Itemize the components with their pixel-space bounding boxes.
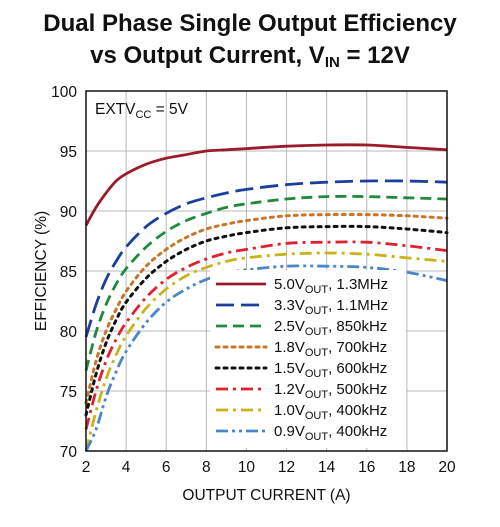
- series-line-4: [84, 224, 449, 417]
- y-tick-label: 95: [60, 144, 77, 161]
- x-tick-label: 8: [202, 459, 211, 476]
- title-end: = 12V: [339, 42, 410, 69]
- series-line-1: [84, 179, 448, 338]
- series-line-0: [84, 143, 448, 227]
- legend-label-5: 1.2VOUT, 500kHz: [274, 381, 387, 401]
- series-line-5: [84, 240, 448, 430]
- annotation-extvcc: EXTVCC = 5V: [95, 101, 189, 121]
- y-axis-label: EFFICIENCY (%): [33, 211, 50, 331]
- series-line-6: [84, 251, 448, 452]
- x-tick-label: 16: [358, 459, 375, 476]
- y-tick-label: 70: [60, 444, 78, 461]
- y-tick-label: 100: [51, 84, 77, 101]
- chart-labels: OUTPUT CURRENT (A) EFFICIENCY (%) EXTVCC =…: [33, 101, 351, 504]
- legend-label-4: 1.5VOUT, 600kHz: [274, 360, 387, 380]
- x-tick-label: 2: [82, 459, 91, 476]
- legend-box: [210, 270, 406, 448]
- x-tick-label: 14: [318, 459, 336, 476]
- y-tick-label: 75: [60, 384, 77, 401]
- chart-title-line1: Dual Phase Single Output Efficiency: [43, 10, 457, 37]
- title-main: vs Output Current, V: [90, 42, 325, 69]
- legend-label-3: 1.8VOUT, 700kHz: [274, 339, 387, 359]
- x-tick-label: 12: [278, 459, 295, 476]
- legend-label-1: 3.3VOUT, 1.1MHz: [274, 297, 388, 317]
- plot-frame: [85, 90, 448, 452]
- chart-title-line2: vs Output Current, VIN = 12V: [0, 42, 500, 71]
- chart-frame: [85, 90, 448, 452]
- y-tick-label: 85: [60, 264, 77, 281]
- legend-label-0: 5.0VOUT, 1.3MHz: [274, 276, 388, 296]
- title-subscript: IN: [324, 54, 340, 71]
- chart-series: [84, 143, 449, 452]
- series-line-3: [84, 212, 449, 405]
- x-tick-label: 6: [162, 459, 171, 476]
- x-tick-label: 20: [438, 459, 456, 476]
- legend-label-7: 0.9VOUT, 400kHz: [274, 423, 387, 443]
- y-tick-label: 80: [60, 324, 78, 341]
- x-tick-label: 10: [238, 459, 256, 476]
- y-tick-label: 90: [60, 204, 78, 221]
- x-axis-label: OUTPUT CURRENT (A): [182, 487, 350, 504]
- x-tick-label: 4: [122, 459, 131, 476]
- legend-label-2: 2.5VOUT, 850kHz: [274, 318, 387, 338]
- legend-label-6: 1.0VOUT, 400kHz: [274, 402, 387, 422]
- chart-ticks: 2 4 6 8 10 12 14 16 18 20 70 75 80 85 90 95 100: [51, 84, 456, 476]
- x-tick-label: 18: [398, 459, 415, 476]
